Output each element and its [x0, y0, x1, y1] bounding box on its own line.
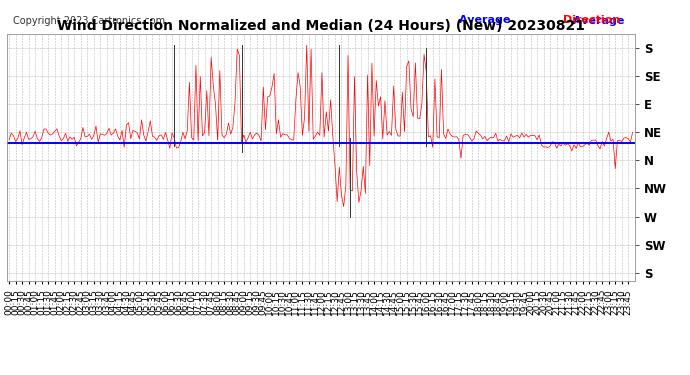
Title: Wind Direction Normalized and Median (24 Hours) (New) 20230821: Wind Direction Normalized and Median (24…	[57, 19, 585, 33]
Text: Copyright 2023 Cartronics.com: Copyright 2023 Cartronics.com	[13, 16, 166, 26]
Text: Direction: Direction	[562, 15, 620, 25]
Text: Average: Average	[573, 16, 629, 26]
Text: Average: Average	[459, 15, 514, 25]
